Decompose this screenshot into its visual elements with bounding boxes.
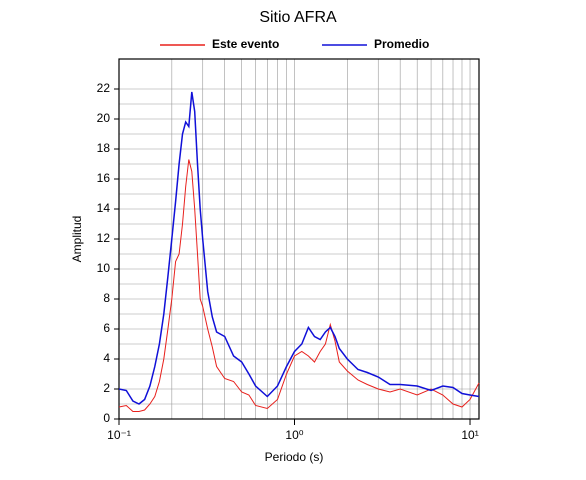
y-tick-label: 0 [103, 411, 110, 425]
y-tick-label: 8 [103, 291, 110, 305]
y-tick-label: 6 [103, 321, 110, 335]
y-tick-label: 2 [103, 381, 110, 395]
y-tick-label: 10 [97, 261, 111, 275]
y-tick-label: 16 [97, 171, 111, 185]
y-tick-label: 12 [97, 231, 111, 245]
plot-frame [118, 58, 480, 420]
series-line [118, 91, 480, 405]
legend-label: Promedio [374, 37, 429, 51]
chart-title: Sitio AFRA [259, 9, 337, 26]
y-tick-label: 18 [97, 141, 111, 155]
y-tick-label: 22 [97, 81, 111, 95]
x-tick-label: 10⁻¹ [107, 428, 131, 442]
series-line [118, 159, 480, 412]
legend-label: Este evento [212, 37, 279, 51]
y-tick-label: 14 [97, 201, 111, 215]
y-tick-label: 4 [103, 351, 110, 365]
x-tick-label: 10⁰ [285, 428, 303, 442]
y-tick-label: 20 [97, 111, 111, 125]
y-axis-label: Amplitud [70, 216, 84, 263]
x-axis-label: Periodo (s) [265, 450, 324, 464]
x-tick-label: 10¹ [461, 428, 478, 442]
